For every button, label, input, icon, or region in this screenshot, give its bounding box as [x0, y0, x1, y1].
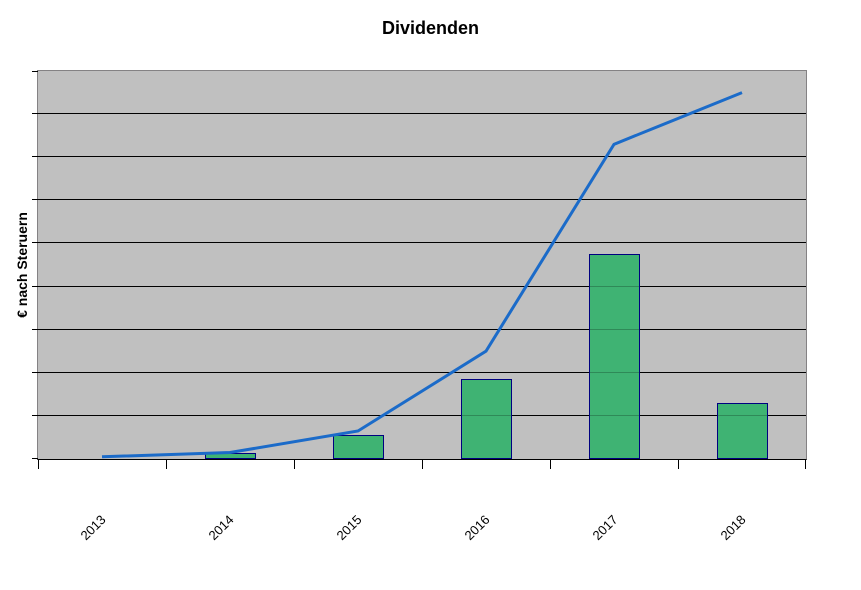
gridline	[38, 415, 806, 416]
x-axis-label-2015: 2015	[333, 512, 365, 544]
bar-2015	[333, 435, 384, 459]
y-axis-tick	[32, 329, 38, 330]
bar-2016	[461, 379, 512, 459]
bar-2018	[717, 403, 768, 459]
gridline	[38, 199, 806, 200]
y-axis-tick	[32, 199, 38, 200]
gridline	[38, 242, 806, 243]
x-axis-tick	[550, 460, 551, 469]
bar-gridline-overlay	[590, 329, 639, 330]
x-axis-label-2013: 2013	[77, 512, 109, 544]
x-axis-tick	[422, 460, 423, 469]
gridline	[38, 372, 806, 373]
y-axis-tick	[32, 113, 38, 114]
y-axis-tick	[32, 372, 38, 373]
plot-area	[32, 70, 807, 469]
bar-2014	[205, 453, 256, 459]
bar-gridline-overlay	[590, 415, 639, 416]
gridline	[38, 156, 806, 157]
y-axis-tick	[32, 242, 38, 243]
gridline	[38, 286, 806, 287]
x-axis-label-2018: 2018	[717, 512, 749, 544]
x-axis-tick	[678, 460, 679, 469]
bar-2017	[589, 254, 640, 459]
gridline	[38, 113, 806, 114]
x-axis-label-2014: 2014	[205, 512, 237, 544]
y-axis-tick	[32, 286, 38, 287]
x-axis-tick	[166, 460, 167, 469]
line-series-svg	[101, 91, 743, 459]
bar-gridline-overlay	[590, 286, 639, 287]
bar-gridline-overlay	[590, 372, 639, 373]
y-axis-tick	[32, 71, 38, 72]
bar-gridline-overlay	[718, 415, 767, 416]
x-axis-label-2016: 2016	[461, 512, 493, 544]
y-axis-tick	[32, 156, 38, 157]
x-axis-label-2017: 2017	[589, 512, 621, 544]
line-series	[101, 91, 743, 459]
x-axis-tick	[38, 460, 39, 469]
x-axis-tick	[805, 460, 806, 469]
bar-gridline-overlay	[462, 415, 511, 416]
plot-inner	[32, 71, 806, 469]
y-axis-tick	[32, 458, 38, 459]
chart-title: Dividenden	[381, 18, 479, 38]
y-axis-tick	[32, 415, 38, 416]
y-axis-label: € nach Steruern	[14, 212, 30, 318]
x-axis-tick	[294, 460, 295, 469]
gridline	[38, 329, 806, 330]
